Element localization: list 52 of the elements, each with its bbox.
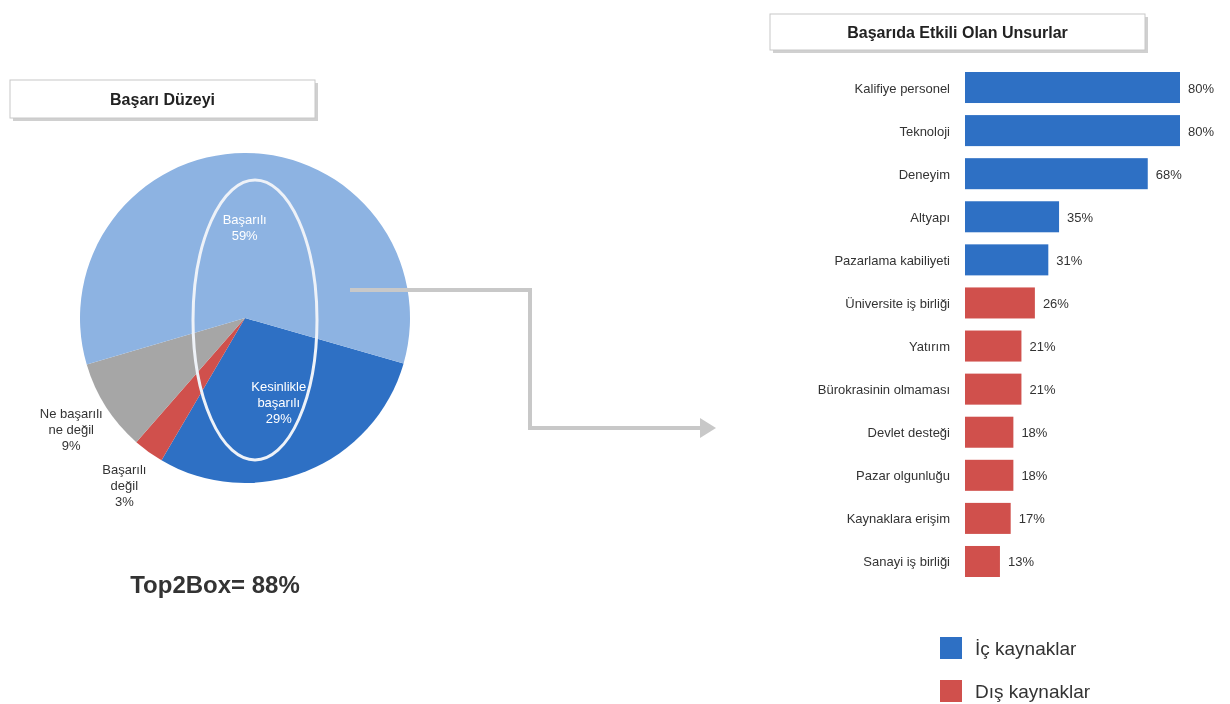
bar: [965, 158, 1148, 190]
data-label: 17%: [1018, 511, 1046, 527]
bar: [965, 72, 1180, 104]
y-tick-label: Kalifiye personel: [854, 80, 951, 96]
data-label: 68%: [1155, 166, 1183, 182]
bar: [965, 115, 1180, 147]
data-label: 9%: [61, 438, 82, 454]
slice-label: Kesinlikle başarılı: [251, 379, 307, 411]
bar: [965, 287, 1035, 319]
chart-title: Başarıda Etkili Olan Unsurlar: [847, 24, 1068, 41]
bar: [965, 502, 1011, 534]
data-label: 21%: [1029, 382, 1056, 398]
data-label: 31%: [1056, 252, 1083, 268]
y-tick-label: Kaynaklara erişim: [846, 511, 950, 527]
slice-label: Başarılı değil: [102, 462, 147, 494]
y-tick-label: Bürokrasinin olmaması: [817, 382, 950, 398]
pie-slice: [136, 318, 245, 461]
data-label: 80%: [1188, 123, 1215, 139]
y-tick-label: Pazarlama kabiliyeti: [834, 252, 951, 268]
y-tick-label: Pazar olgunluğu: [856, 468, 950, 484]
data-label: 35%: [1067, 209, 1094, 225]
data-label: 3%: [114, 494, 135, 510]
y-tick-label: Üniversite iş birliği: [845, 295, 951, 311]
pie-slice: [161, 318, 404, 483]
slice-label: Başarılı: [222, 212, 267, 228]
data-label: 13%: [1007, 554, 1035, 570]
data-label: 18%: [1021, 425, 1048, 441]
bar: [965, 373, 1022, 405]
bar: [965, 201, 1060, 233]
y-tick-label: Altyapı: [910, 209, 950, 225]
data-label: 80%: [1188, 80, 1215, 96]
pie-slice: [80, 153, 410, 365]
data-label: 29%: [265, 411, 293, 427]
bar: [965, 416, 1014, 448]
legend-label: Dış kaynaklar: [975, 681, 1091, 702]
bar: [965, 330, 1022, 362]
bar: [965, 459, 1014, 491]
y-tick-label: Devlet desteği: [867, 425, 951, 441]
legend-label: İç kaynaklar: [975, 638, 1078, 659]
data-label: 59%: [231, 228, 259, 244]
y-tick-label: Sanayi iş birliği: [863, 554, 951, 570]
y-tick-label: Deneyim: [898, 166, 950, 182]
data-label: 21%: [1029, 339, 1056, 355]
chart-title: Başarı Düzeyi: [110, 91, 215, 108]
y-tick-label: Teknoloji: [899, 123, 951, 139]
slice-label: Ne başarılı ne değil: [39, 406, 103, 438]
y-tick-label: Yatırım: [909, 339, 950, 355]
data-label: 18%: [1021, 468, 1048, 484]
bar: [965, 244, 1049, 276]
bar: [965, 545, 1000, 577]
data-label: 26%: [1042, 295, 1070, 311]
text: Top2Box= 88%: [130, 571, 300, 598]
